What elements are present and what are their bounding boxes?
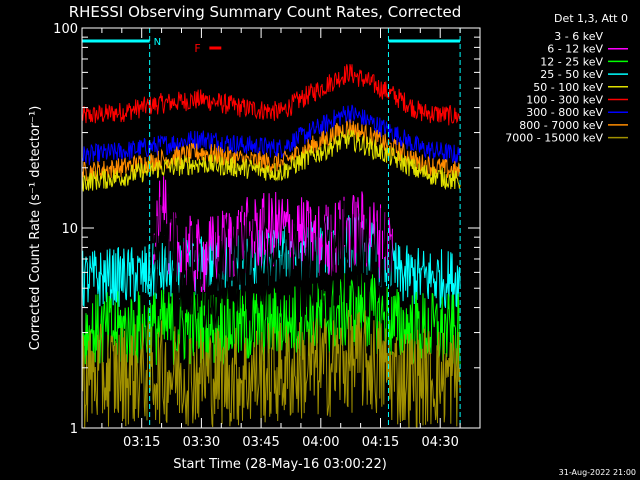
legend-label: 50 - 100 keV xyxy=(533,81,603,94)
legend-label: 100 - 300 keV xyxy=(526,94,603,107)
series-line-1 xyxy=(81,104,461,166)
x-tick-label: 04:30 xyxy=(421,435,458,450)
series-line-0 xyxy=(81,64,461,126)
y-tick-label: 10 xyxy=(61,222,78,237)
x-tick-label: 04:00 xyxy=(302,435,339,450)
legend-label: 25 - 50 keV xyxy=(540,68,603,81)
legend-label: 7000 - 15000 keV xyxy=(505,132,603,145)
legend-label: 12 - 25 keV xyxy=(540,55,603,68)
legend-label: 3 - 6 keV xyxy=(554,30,603,43)
flare-label: F xyxy=(194,42,200,55)
x-axis: 03:15 03:30 03:45 04:00 04:15 04:30 xyxy=(81,28,481,450)
legend-label: 6 - 12 keV xyxy=(547,43,603,56)
y-axis-label: Corrected Count Rate (s⁻¹ detector⁻¹) xyxy=(28,106,43,351)
legend-header: Det 1,3, Att 0 xyxy=(554,12,628,25)
x-axis-label: Start Time (28-May-16 03:00:22) xyxy=(173,457,387,472)
x-tick-label: 04:15 xyxy=(362,435,399,450)
series-layer xyxy=(81,64,461,429)
legend-label: 300 - 800 keV xyxy=(526,106,603,119)
night-label: N xyxy=(154,37,161,48)
timestamp: 31-Aug-2022 21:00 xyxy=(559,468,636,477)
series-line-2 xyxy=(81,119,461,183)
series-line-7 xyxy=(153,177,393,331)
y-tick-label: 1 xyxy=(70,422,78,437)
chart-title: RHESSI Observing Summary Count Rates, Co… xyxy=(69,3,462,21)
x-tick-label: 03:45 xyxy=(242,435,279,450)
x-tick-label: 03:15 xyxy=(123,435,160,450)
series-line-3 xyxy=(81,129,461,192)
y-tick-label: 100 xyxy=(53,22,78,37)
x-tick-label: 03:30 xyxy=(183,435,220,450)
series-line-8 xyxy=(81,309,461,429)
y-axis: 1 10 100 xyxy=(53,22,480,437)
legend-label: 800 - 7000 keV xyxy=(519,119,603,132)
